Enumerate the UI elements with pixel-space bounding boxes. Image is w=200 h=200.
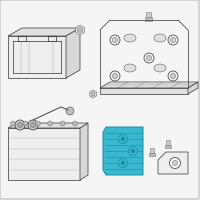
Circle shape bbox=[172, 160, 178, 166]
Polygon shape bbox=[66, 28, 80, 78]
Circle shape bbox=[48, 121, 53, 126]
Circle shape bbox=[35, 121, 40, 126]
Polygon shape bbox=[158, 152, 188, 174]
Polygon shape bbox=[100, 88, 188, 94]
Circle shape bbox=[112, 73, 118, 78]
Ellipse shape bbox=[124, 34, 136, 42]
Circle shape bbox=[66, 107, 74, 115]
Polygon shape bbox=[80, 123, 88, 180]
FancyBboxPatch shape bbox=[115, 142, 121, 145]
FancyBboxPatch shape bbox=[166, 140, 170, 145]
Circle shape bbox=[131, 149, 135, 153]
Polygon shape bbox=[78, 27, 82, 33]
Circle shape bbox=[18, 122, 22, 128]
Ellipse shape bbox=[124, 64, 136, 72]
Circle shape bbox=[128, 146, 138, 156]
Polygon shape bbox=[8, 123, 88, 128]
Circle shape bbox=[144, 53, 154, 63]
Circle shape bbox=[112, 38, 118, 43]
Circle shape bbox=[110, 71, 120, 81]
Ellipse shape bbox=[154, 34, 166, 42]
Circle shape bbox=[146, 55, 152, 60]
Polygon shape bbox=[90, 90, 96, 98]
Circle shape bbox=[118, 158, 128, 168]
FancyBboxPatch shape bbox=[165, 145, 171, 148]
FancyBboxPatch shape bbox=[144, 17, 152, 21]
Circle shape bbox=[60, 121, 65, 126]
Polygon shape bbox=[8, 128, 80, 180]
Circle shape bbox=[168, 35, 178, 45]
Polygon shape bbox=[76, 25, 84, 35]
FancyBboxPatch shape bbox=[150, 148, 154, 153]
Polygon shape bbox=[100, 82, 198, 88]
Circle shape bbox=[72, 121, 78, 126]
Ellipse shape bbox=[154, 64, 166, 72]
Polygon shape bbox=[8, 36, 66, 78]
Circle shape bbox=[168, 71, 178, 81]
FancyBboxPatch shape bbox=[146, 12, 151, 17]
Circle shape bbox=[170, 73, 176, 78]
FancyBboxPatch shape bbox=[116, 137, 120, 142]
Circle shape bbox=[23, 121, 28, 126]
Circle shape bbox=[121, 137, 125, 141]
Polygon shape bbox=[8, 28, 80, 36]
Circle shape bbox=[170, 38, 176, 43]
FancyBboxPatch shape bbox=[149, 153, 155, 156]
Circle shape bbox=[10, 121, 16, 126]
Circle shape bbox=[110, 35, 120, 45]
Circle shape bbox=[28, 120, 38, 130]
Circle shape bbox=[118, 134, 128, 144]
Circle shape bbox=[170, 158, 180, 168]
Circle shape bbox=[15, 120, 25, 130]
Circle shape bbox=[30, 122, 36, 128]
Polygon shape bbox=[91, 92, 95, 96]
Circle shape bbox=[121, 161, 125, 165]
Polygon shape bbox=[103, 127, 143, 175]
Polygon shape bbox=[188, 82, 198, 94]
